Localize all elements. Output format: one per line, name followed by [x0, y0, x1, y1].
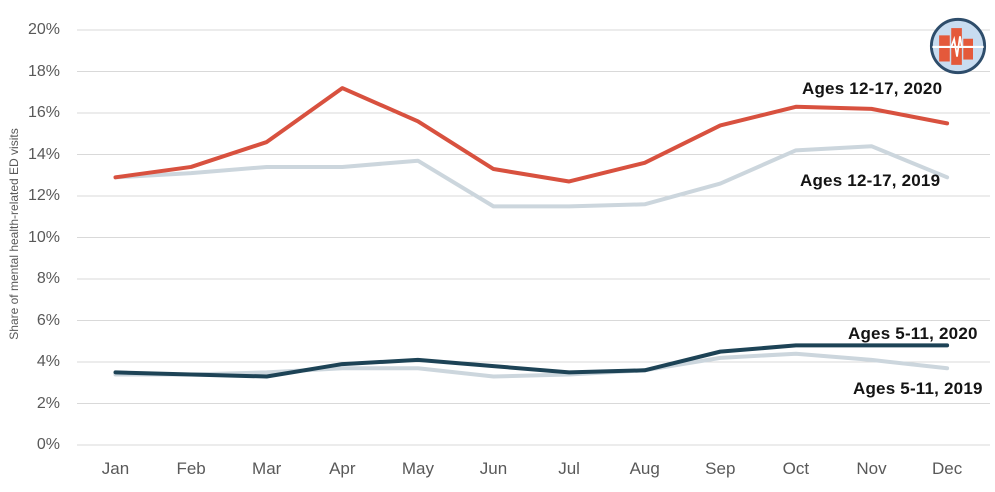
y-tick-label: 18% — [27, 62, 60, 80]
y-tick-label: 6% — [36, 311, 60, 329]
series-line-ages-5-11-2020 — [113, 343, 950, 379]
x-tick-label-oct: Oct — [782, 459, 810, 478]
series-label-ages-5-11-2020: Ages 5-11, 2020 — [848, 324, 978, 343]
y-tick-label: 14% — [27, 145, 60, 163]
x-tick-label-dec: Dec — [931, 459, 963, 478]
series-label-ages-12-17-2019: Ages 12-17, 2019 — [800, 171, 941, 190]
logo-bar-left — [939, 35, 950, 62]
x-tick-label-sep: Sep — [705, 459, 736, 478]
x-tick-label-jan: Jan — [101, 459, 130, 478]
logo-pulse-icon — [945, 35, 971, 57]
series-line-ages-5-11-2019 — [113, 351, 950, 379]
x-tick-label-may: May — [401, 459, 434, 478]
y-tick-label: 12% — [27, 187, 60, 204]
logo — [928, 16, 988, 76]
y-tick-label: 16% — [27, 104, 60, 121]
y-tick-label: 10% — [27, 228, 60, 246]
x-tick-label-jul: Jul — [558, 459, 580, 478]
ekg-bars-logo-icon — [929, 17, 987, 75]
y-tick-label: 4% — [36, 353, 60, 370]
x-tick-label-aug: Aug — [629, 459, 660, 478]
x-tick-label-jun: Jun — [479, 459, 508, 478]
y-tick-label: 20% — [27, 21, 60, 38]
x-tick-label-feb: Feb — [176, 459, 206, 478]
logo-bar-right — [963, 38, 973, 60]
series-label-ages-5-11-2019: Ages 5-11, 2019 — [853, 379, 983, 398]
y-tick-label: 8% — [36, 270, 60, 287]
y-tick-label: 2% — [36, 394, 60, 412]
x-tick-label-mar: Mar — [252, 459, 282, 478]
series-line-ages-12-17-2019 — [113, 144, 950, 209]
series-label-ages-12-17-2020: Ages 12-17, 2020 — [802, 79, 943, 98]
x-tick-label-nov: Nov — [856, 459, 887, 478]
x-tick-label-apr: Apr — [329, 459, 356, 478]
y-tick-label: 0% — [36, 436, 60, 453]
series-line-ages-12-17-2020 — [113, 86, 950, 184]
